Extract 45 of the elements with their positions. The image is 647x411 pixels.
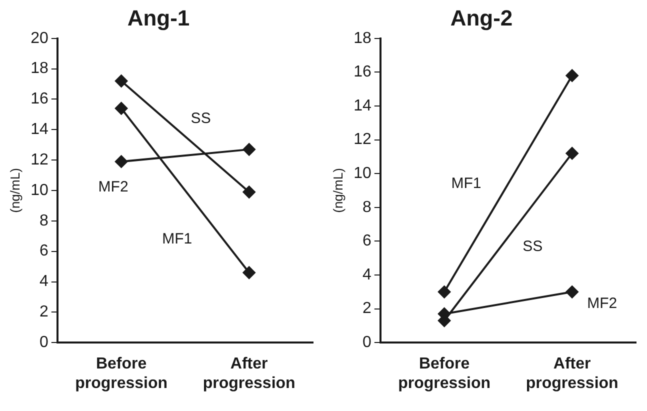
x-tick-label: After progression: [202, 356, 296, 392]
point: [566, 285, 579, 298]
y-tick-label: 16: [30, 90, 48, 108]
x-tick-label: Before progression: [398, 356, 491, 392]
point: [242, 266, 256, 280]
series-label: SS: [190, 110, 211, 128]
y-tick-label: 0: [39, 334, 48, 352]
y-tick-label: 12: [30, 151, 48, 168]
point: [566, 69, 579, 82]
y-tick-label: 16: [354, 64, 372, 81]
y-tick-label: 0: [362, 334, 372, 352]
y-tick-label: 4: [362, 266, 372, 284]
series-label: MF1: [451, 174, 482, 192]
series-label: MF2: [587, 295, 618, 312]
point: [242, 186, 256, 199]
point: [114, 102, 128, 115]
point: [566, 146, 579, 160]
series-label: SS: [522, 238, 543, 255]
point: [114, 155, 128, 168]
point: [242, 142, 256, 156]
y-axis-title: (ng/mL): [7, 168, 22, 213]
y-tick-label: 8: [39, 212, 48, 230]
y-tick-label: 4: [39, 273, 48, 290]
y-tick-label: 14: [354, 97, 372, 114]
y-tick-label: 10: [354, 165, 372, 182]
point: [114, 74, 128, 88]
x-tick-label: After progression: [526, 356, 618, 392]
y-tick-label: 6: [362, 232, 372, 250]
chart-title: Ang-2: [450, 5, 513, 30]
y-tick-label: 18: [30, 60, 48, 78]
y-tick-label: 6: [39, 242, 48, 260]
y-tick-label: 2: [39, 304, 48, 321]
y-tick-label: 20: [30, 30, 48, 47]
y-tick-label: 2: [362, 300, 372, 318]
series-label: MF2: [98, 178, 128, 196]
y-tick-label: 14: [30, 121, 48, 138]
point: [438, 285, 451, 298]
series-label: MF1: [162, 230, 192, 248]
y-tick-label: 8: [362, 198, 372, 216]
y-tick-label: 10: [30, 182, 48, 199]
x-tick-label: Before progression: [75, 356, 168, 392]
y-tick-label: 18: [354, 30, 372, 47]
y-axis-title: (ng/mL): [330, 168, 346, 213]
y-tick-label: 12: [354, 131, 372, 148]
chart-title: Ang-1: [127, 5, 190, 30]
